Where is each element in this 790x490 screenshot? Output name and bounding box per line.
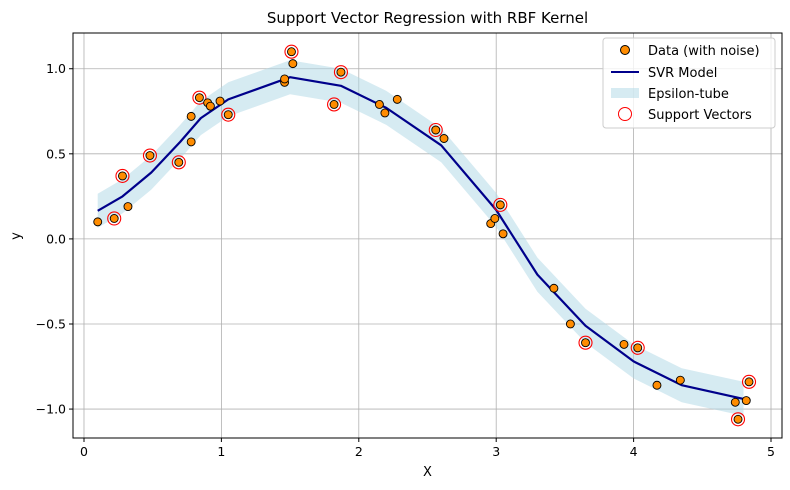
axes-frame	[72, 32, 783, 439]
data-point	[109, 214, 119, 223]
data-point	[439, 134, 449, 143]
data-point	[744, 377, 754, 387]
data-point	[374, 100, 384, 109]
data-point	[194, 93, 204, 103]
x-tick-label: 2	[355, 444, 363, 459]
data-point	[145, 151, 155, 160]
data-point	[495, 200, 505, 210]
legend-sv-marker	[618, 107, 632, 121]
data-point	[380, 108, 390, 118]
support-vector-ring	[741, 374, 757, 389]
data-point	[329, 100, 339, 109]
data-point	[118, 171, 127, 181]
data-points-layer	[93, 47, 754, 424]
chart-title: Support Vector Regression with RBF Kerne…	[267, 9, 588, 27]
support-vector-ring	[284, 44, 299, 59]
data-point	[93, 217, 103, 227]
data-point	[174, 157, 184, 167]
data-point	[288, 59, 298, 69]
data-point	[675, 375, 685, 385]
data-point	[741, 396, 751, 406]
legend-data-marker	[620, 45, 630, 55]
data-point	[205, 101, 215, 111]
support-vector-ring	[428, 122, 443, 138]
data-point	[287, 47, 296, 57]
support-vector-ring	[630, 340, 645, 355]
data-point	[652, 380, 662, 390]
legend-model-label: SVR Model	[648, 66, 717, 81]
epsilon-tube	[97, 60, 744, 416]
data-point	[498, 229, 508, 239]
epsilon-tube-layer	[97, 60, 744, 416]
legend-data-label: Data (with noise)	[648, 44, 760, 59]
legend: Data (with noise) SVR Model Epsilon-tube…	[602, 37, 776, 129]
support-vector-ring	[730, 412, 746, 427]
legend-sv-label: Support Vectors	[648, 108, 752, 123]
data-point	[549, 283, 559, 293]
data-point	[186, 111, 196, 121]
data-point	[619, 339, 629, 349]
data-point	[633, 343, 643, 353]
x-tick-label: 0	[80, 444, 88, 459]
y-tick-label: 0.5	[46, 146, 66, 161]
support-vector-ring	[221, 107, 236, 122]
support-vector-ring	[171, 155, 186, 170]
data-point	[280, 74, 290, 84]
legend-tube-label: Epsilon-tube	[648, 87, 729, 102]
support-vectors-layer	[107, 44, 757, 427]
data-point	[123, 202, 133, 212]
ticks: 0 1 2 3 4 5 −1.0 −0.5 0.0 0.5 1.0	[36, 61, 775, 459]
data-point	[223, 110, 233, 120]
support-vector-ring	[115, 168, 130, 183]
support-vector-ring	[333, 65, 348, 80]
support-vector-ring	[107, 211, 122, 226]
x-axis-label: X	[423, 465, 432, 480]
support-vector-ring	[578, 335, 593, 350]
y-tick-label: −1.0	[36, 402, 66, 417]
y-tick-label: 0.0	[46, 231, 66, 246]
y-tick-label: −0.5	[36, 316, 66, 331]
support-vector-ring	[493, 197, 508, 212]
legend-tube-patch	[611, 88, 639, 98]
y-tick-label: 1.0	[46, 61, 66, 76]
data-point	[392, 94, 402, 104]
data-point	[581, 338, 590, 348]
y-axis-label: y	[9, 232, 24, 240]
support-vector-ring	[192, 90, 207, 105]
data-point	[730, 397, 740, 407]
x-tick-label: 4	[630, 444, 638, 459]
data-point	[733, 414, 743, 424]
support-vector-ring	[142, 148, 157, 163]
svr-model-layer	[97, 76, 744, 400]
x-tick-label: 5	[767, 444, 775, 459]
data-point	[431, 125, 441, 135]
data-point	[490, 214, 500, 223]
svr-model-line	[97, 76, 744, 400]
x-tick-label: 1	[217, 444, 225, 459]
support-vector-ring	[327, 97, 342, 112]
data-point	[565, 319, 575, 329]
x-tick-label: 3	[492, 444, 500, 459]
data-point	[215, 96, 225, 106]
data-point	[336, 67, 346, 77]
legend-box	[602, 37, 776, 129]
data-point	[186, 137, 196, 147]
